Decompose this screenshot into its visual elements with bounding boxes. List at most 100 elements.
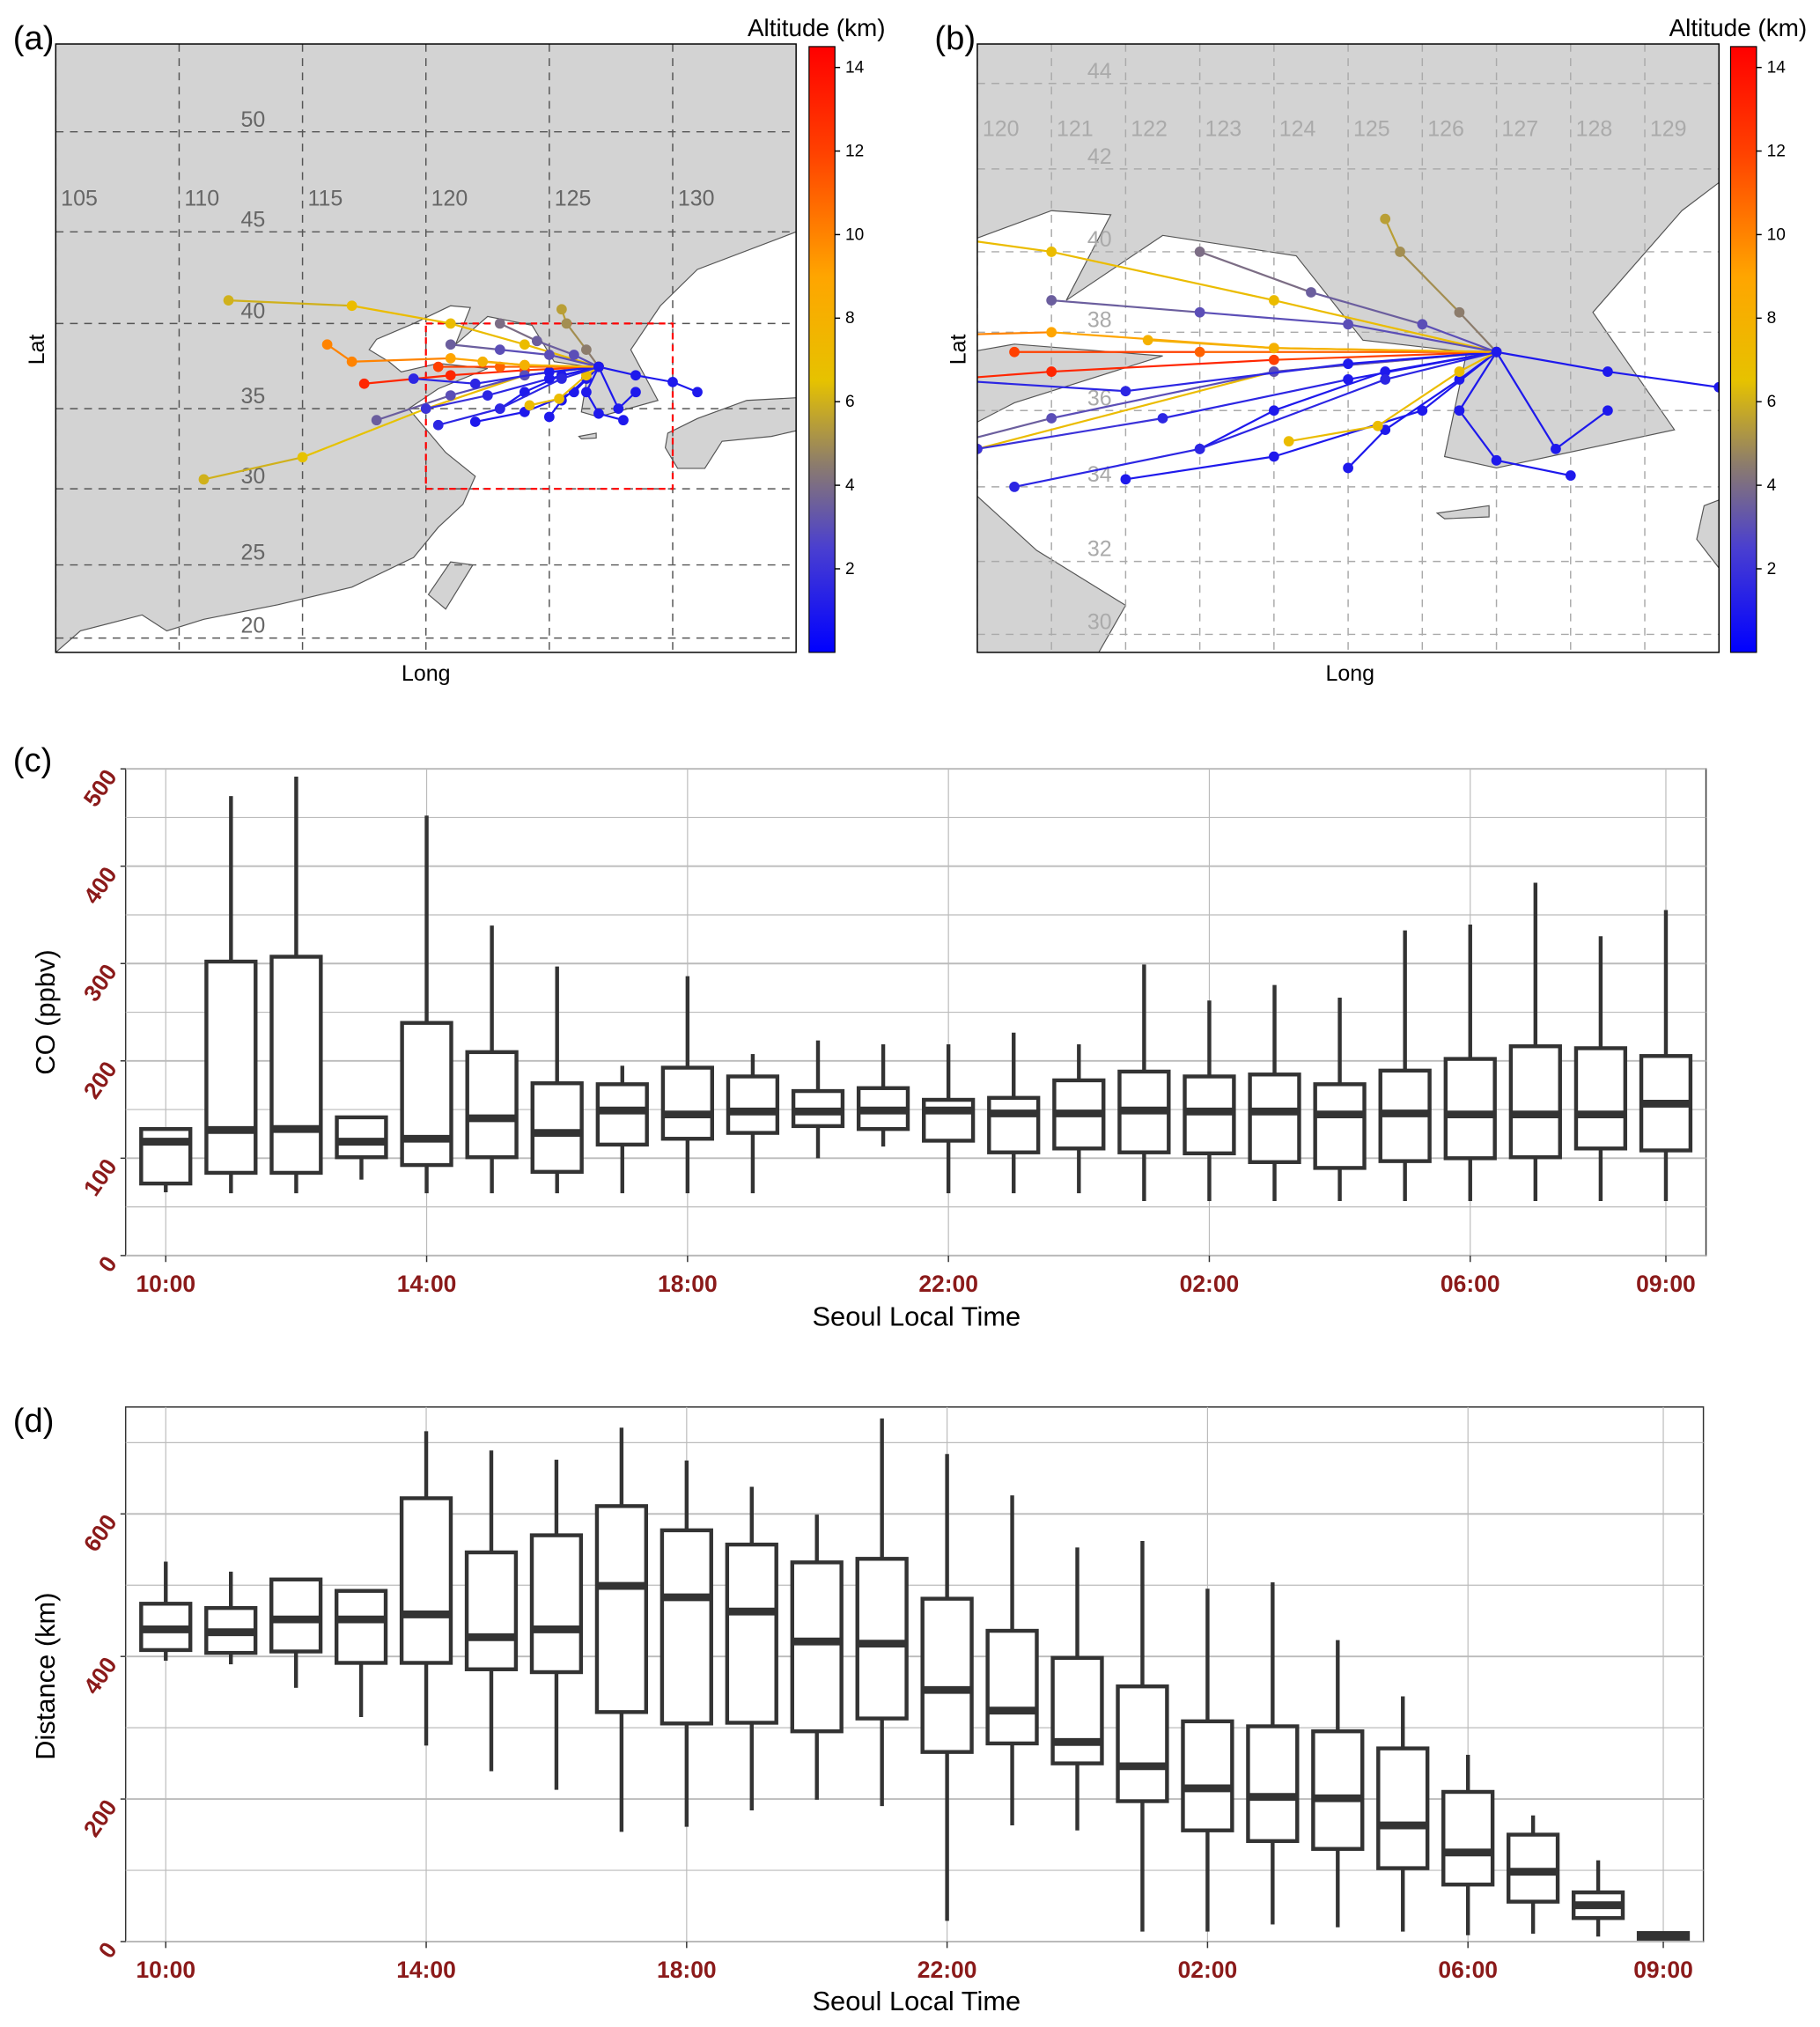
lon-label: 130 [678, 187, 715, 211]
trajectory-segment [425, 374, 526, 410]
trajectory-segment [565, 322, 587, 350]
trajectory-point [1343, 358, 1353, 370]
trajectory-segment [598, 365, 637, 377]
box-14:00 [400, 815, 453, 1194]
box-10:00 [139, 1126, 193, 1193]
trajectory-point [593, 408, 604, 419]
trajectory-segment [976, 416, 1163, 450]
boxplot-distance: (d) 10:00 14:00 18:00 22:00 02:00 06:00 09:00 0… [13, 1402, 1705, 2016]
map-b: (b) 120 121 122 123 124 125 126 127 128 129303234… [934, 14, 1807, 686]
lat-label: 40 [241, 299, 266, 324]
x-tick-label: 02:00 [1178, 1957, 1238, 1983]
trajectory-segment [364, 374, 451, 385]
box-iqr [1116, 1684, 1169, 1803]
x-tick-label: 10:00 [136, 1271, 195, 1297]
box-21:00 [855, 1418, 909, 1807]
trajectory-segment [1458, 409, 1498, 461]
box-iqr [1508, 1044, 1562, 1160]
box-18:00 [660, 976, 714, 1194]
trajectory-point [593, 361, 604, 372]
lat-label: 32 [1087, 537, 1112, 562]
lon-label: 127 [1501, 116, 1538, 141]
trajectory-point [581, 387, 592, 398]
trajectory-segment [635, 374, 674, 383]
box-05:00 [1376, 1696, 1430, 1932]
map-a-ylabel: Lat [25, 334, 49, 365]
trajectory-point [1268, 295, 1279, 306]
trajectory-point [432, 361, 444, 372]
trajectory-point [321, 339, 333, 350]
trajectory-point [358, 378, 370, 389]
lat-label: 50 [241, 107, 266, 132]
colorbar-tick-label: 14 [1767, 59, 1787, 77]
trajectory-point [569, 387, 579, 398]
trajectory-segment [475, 371, 550, 385]
colorbar-tick-label: 6 [845, 393, 855, 411]
trajectory-point [519, 339, 530, 350]
box-19:00 [726, 1054, 780, 1194]
box-01:00 [1117, 964, 1171, 1201]
box-00:00 [1050, 1547, 1104, 1831]
box-iqr [204, 959, 258, 1176]
trajectory-point [408, 373, 419, 384]
x-tick-label: 02:00 [1180, 1271, 1240, 1297]
box-03:00 [1248, 984, 1301, 1201]
trajectory-segment [1458, 311, 1498, 353]
trajectory-point [1268, 354, 1279, 365]
trajectory-segment [1147, 339, 1274, 350]
trajectory [524, 361, 604, 411]
trajectory-point [1454, 306, 1465, 318]
trajectory-point [482, 390, 493, 401]
x-tick-label: 10:00 [136, 1957, 195, 1983]
box-09:00 [1639, 910, 1693, 1201]
box-iqr [399, 1496, 453, 1665]
box-13:00 [335, 1115, 388, 1180]
trajectory-segment [1384, 350, 1497, 381]
trajectory [477, 356, 604, 372]
trajectory-point [1417, 319, 1428, 330]
box-iqr [529, 1533, 584, 1675]
lat-label: 42 [1087, 144, 1112, 169]
trajectory-point [1491, 346, 1502, 357]
box-iqr [334, 1588, 388, 1665]
trajectory-point [445, 318, 456, 329]
box-22:00 [920, 1454, 974, 1921]
trajectory-segment [1555, 409, 1609, 450]
trajectory-point [935, 374, 946, 385]
trajectory-point [630, 370, 641, 381]
trajectory-segment [1199, 250, 1312, 293]
box-iqr [269, 955, 323, 1176]
trajectory-segment [1273, 409, 1423, 458]
box-02:00 [1181, 1588, 1234, 1932]
box-17:00 [594, 1427, 649, 1832]
trajectory-point [524, 400, 535, 411]
trajectory-point [1046, 366, 1057, 377]
x-tick-label: 18:00 [657, 1957, 717, 1983]
boxplot-co: (c) 10:00 14:00 18:00 22:00 02:00 06:00 09:00 0… [13, 741, 1707, 1331]
trajectory-point [1395, 247, 1405, 257]
trajectory-point [1417, 405, 1428, 416]
box-04:00 [1311, 1640, 1365, 1927]
trajectory-point [543, 373, 555, 384]
trajectory-point [1120, 474, 1131, 485]
box-iqr [987, 1095, 1041, 1154]
x-tick-label: 06:00 [1441, 1271, 1500, 1297]
trajectory-point [1306, 287, 1316, 298]
trajectory-segment [1310, 291, 1423, 326]
trajectory-point [1343, 462, 1353, 474]
trajectory-segment [1347, 350, 1497, 381]
trajectory-point [1491, 454, 1502, 466]
co-ylabel: CO (ppbv) [30, 949, 61, 1074]
box-iqr [726, 1074, 780, 1135]
y-tick-label: 200 [78, 1795, 122, 1841]
lat-label: 20 [241, 614, 266, 638]
box-06:00 [1441, 1754, 1495, 1935]
lon-label: 123 [1205, 116, 1242, 141]
y-tick-label: 0 [93, 1937, 122, 1963]
trajectory-point [519, 359, 530, 371]
trajectory-segment [1347, 429, 1386, 469]
trajectory-segment [1125, 363, 1349, 393]
trajectory-point [554, 393, 564, 404]
trajectory-segment [228, 299, 352, 307]
